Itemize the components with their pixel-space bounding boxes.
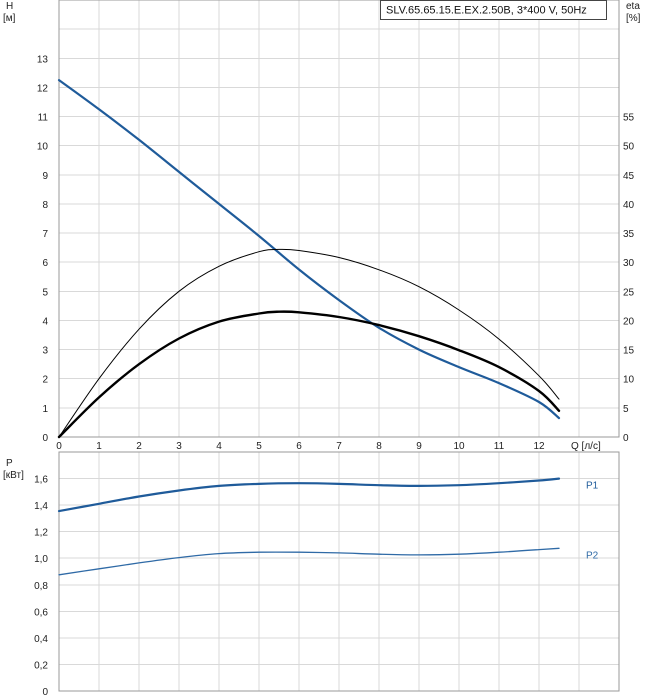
power-axis-label: P — [6, 458, 13, 469]
power-series-group: P1 P2 — [57, 477, 599, 576]
efficiency-axis-unit: [%] — [626, 13, 641, 24]
head-tick-label: 4 — [42, 316, 48, 327]
head-grid — [58, 0, 620, 438]
power-axis-unit: [кВт] — [3, 470, 24, 481]
efficiency-tick-label: 55 — [623, 113, 635, 124]
head-tick-label: 12 — [37, 83, 49, 94]
power-grid — [58, 451, 620, 692]
flow-tick-label: 8 — [376, 441, 382, 452]
efficiency-tick-label: 25 — [623, 287, 635, 298]
flow-tick-label: 6 — [296, 441, 302, 452]
head-tick-label: 11 — [38, 113, 49, 124]
efficiency-tick-label: 35 — [623, 229, 635, 240]
p1-power-curve — [57, 477, 561, 513]
head-axis-label: H — [6, 1, 13, 12]
head-tick-label: 13 — [37, 54, 49, 65]
head-axis-unit: [м] — [3, 13, 16, 24]
chart-title-box — [380, 0, 607, 20]
flow-tick-label: 1 — [96, 441, 102, 452]
chart-title: SLV.65.65.15.E.EX.2.50B, 3*400 V, 50Hz — [386, 5, 587, 17]
head-tick-label: 7 — [42, 229, 48, 240]
head-curve — [57, 79, 561, 420]
power-tick-label: 0 — [42, 687, 48, 698]
efficiency-tick-label: 20 — [623, 316, 635, 327]
power-tick-label: 1,2 — [34, 528, 48, 539]
flow-tick-label: 0 — [56, 441, 62, 452]
head-tick-labels: 0 1 2 3 4 5 6 7 8 9 10 11 12012345678910111213051015… — [37, 54, 635, 452]
flow-tick-label: 3 — [176, 441, 182, 452]
efficiency-tick-label: 15 — [623, 346, 635, 357]
power-tick-label: 0,6 — [34, 607, 48, 618]
efficiency-tick-label: 45 — [623, 171, 635, 182]
power-tick-label: 0,4 — [34, 634, 48, 645]
head-tick-label: 8 — [42, 200, 48, 211]
head-tick-label: 9 — [42, 171, 48, 182]
power-tick-label: 1,0 — [34, 554, 48, 565]
flow-tick-label: 10 — [453, 441, 465, 452]
flow-tick-label: 11 — [494, 441, 505, 452]
head-tick-label: 3 — [42, 346, 48, 357]
p2-power-curve — [58, 547, 560, 576]
flow-tick-label: 12 — [533, 441, 545, 452]
head-efficiency-chart: 0 1 2 3 4 5 6 7 8 9 10 11 12012345678910111213051015… — [3, 0, 641, 452]
head-tick-label: 5 — [42, 287, 48, 298]
power-tick-labels: 0 0,2 0,4 0,6 0,8 1,0 1,2 1,4 1,6 — [34, 475, 48, 698]
power-tick-label: 0,2 — [34, 660, 48, 671]
head-plot-frame — [58, 0, 620, 438]
flow-tick-label: 4 — [216, 441, 222, 452]
flow-tick-label: 2 — [136, 441, 142, 452]
head-tick-label: 10 — [37, 142, 49, 153]
p1-series-label: P1 — [586, 481, 599, 492]
efficiency-tick-label: 0 — [623, 433, 629, 444]
power-plot-frame — [58, 451, 620, 692]
head-series-group — [57, 79, 561, 439]
flow-tick-label: 5 — [256, 441, 262, 452]
flow-axis-label: Q [л/с] — [571, 441, 601, 452]
power-tick-label: 1,4 — [34, 501, 48, 512]
efficiency-tick-label: 10 — [623, 375, 635, 386]
head-tick-label: 6 — [42, 258, 48, 269]
efficiency-axis-label: eta — [626, 1, 640, 12]
head-tick-label: 1 — [42, 404, 48, 415]
head-tick-label: 0 — [42, 433, 48, 444]
power-chart: P1 P2 0 0,2 0,4 0,6 0,8 1,0 1,2 1,4 1,6 P [кВт] — [3, 451, 620, 698]
efficiency-curve-thick — [57, 310, 561, 439]
efficiency-tick-label: 50 — [623, 142, 635, 153]
efficiency-curve-thin — [58, 248, 560, 438]
power-tick-label: 1,6 — [34, 475, 48, 486]
power-tick-label: 0,8 — [34, 581, 48, 592]
p2-series-label: P2 — [586, 550, 599, 561]
flow-tick-label: 9 — [416, 441, 422, 452]
head-tick-label: 2 — [42, 375, 48, 386]
efficiency-tick-label: 30 — [623, 258, 635, 269]
flow-tick-label: 7 — [336, 441, 342, 452]
efficiency-tick-label: 5 — [623, 404, 629, 415]
efficiency-tick-label: 40 — [623, 200, 635, 211]
